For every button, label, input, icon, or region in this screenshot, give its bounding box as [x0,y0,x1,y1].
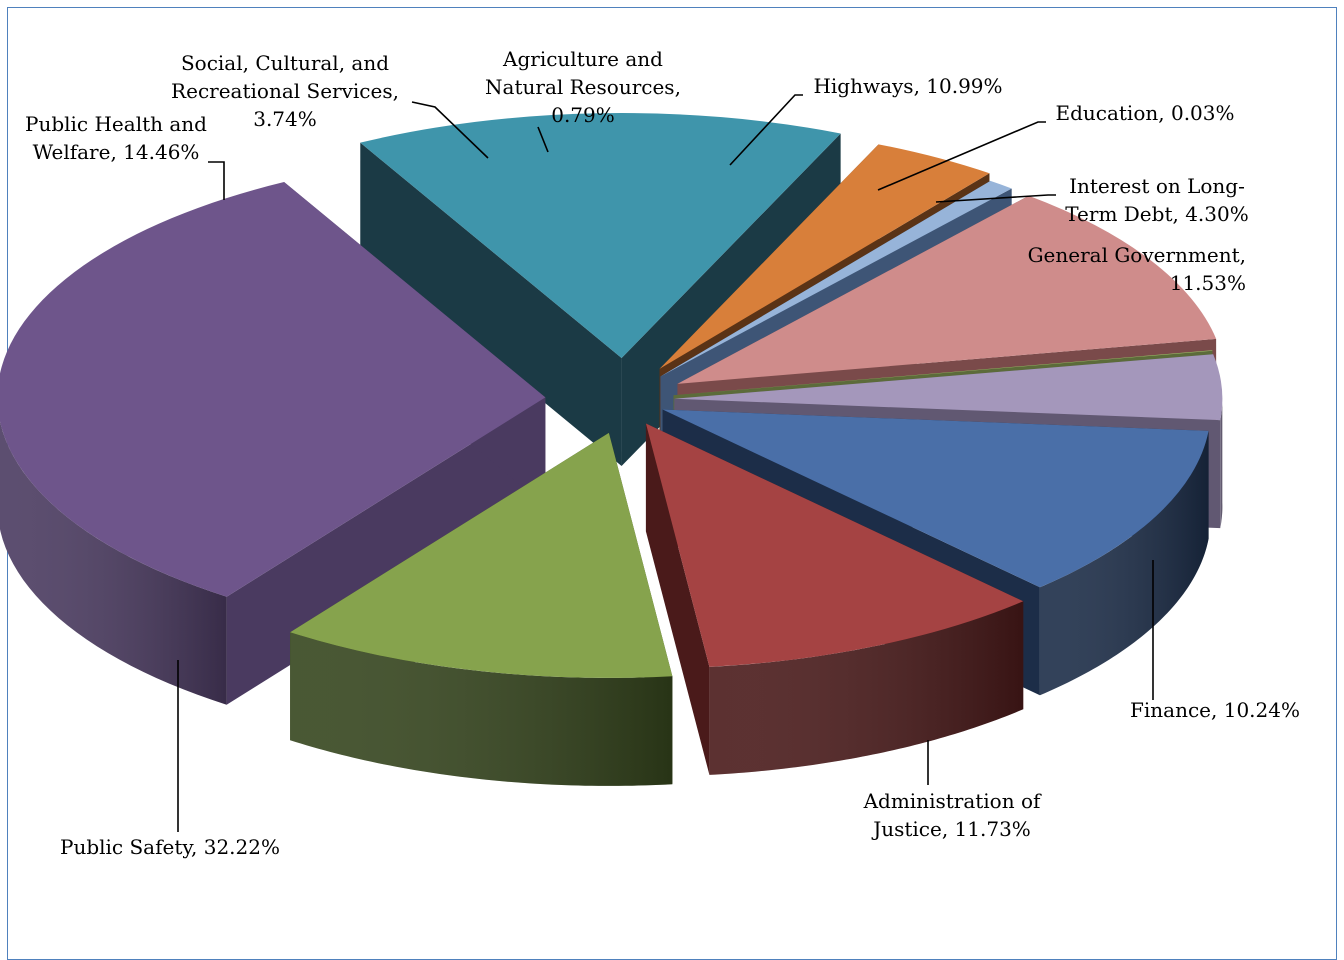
slice-agriculture-and-natural-resources [660,180,1012,377]
slice-general-government [662,409,1209,588]
data-label-line-6-1: Natural Resources, [485,75,681,99]
data-label-line-5-2: 3.74% [253,107,317,131]
slice-public-safety [0,182,546,597]
data-label-6: Agriculture and Natural Resources, 0.79% [485,47,681,127]
data-label-line-4-1: Welfare, 14.46% [33,140,200,164]
leader-line-8 [877,121,1046,191]
data-label-line-0-1: 11.53% [1170,271,1246,295]
leader-line-5 [411,101,489,159]
data-label-line-9-0: Interest on Long- [1069,174,1245,198]
data-label-7: Highways, 10.99% [813,74,1002,98]
data-label-line-8-0: Education, 0.03% [1055,101,1234,125]
data-label-3: Public Safety, 32.22% [60,835,280,859]
data-label-line-2-1: Justice, 11.73% [871,817,1031,841]
data-label-line-0-0: General Government, [1028,243,1246,267]
leader-line-6 [537,126,549,153]
data-label-line-6-0: Agriculture and [502,47,663,71]
data-label-line-7-0: Highways, 10.99% [813,74,1002,98]
slice-side-shade-9 [1220,394,1223,529]
leader-line-7 [729,94,803,166]
slice-education [673,350,1213,396]
leader-line-9 [935,194,1056,203]
data-label-line-5-0: Social, Cultural, and [181,51,389,75]
data-label-line-2-0: Administration of [863,789,1042,813]
data-label-line-1-0: Finance, 10.24% [1130,698,1300,722]
data-label-line-3-0: Public Safety, 32.22% [60,835,280,859]
slice-side-shade-1 [709,601,1024,775]
slice-side-shade-0 [1039,430,1209,696]
data-label-1: Finance, 10.24% [1130,698,1300,722]
slice-highways [677,195,1217,384]
data-label-2: Administration of Justice, 11.73% [863,789,1042,841]
leader-line-4 [208,161,225,200]
data-label-9: Interest on Long- Term Debt, 4.30% [1065,174,1248,226]
data-label-line-6-2: 0.79% [551,103,615,127]
slice-side-shade-2 [290,632,673,786]
slice-edge-1-1 [645,423,710,775]
slice-public-health-and-welfare [360,113,841,359]
data-label-4: Public Health and Welfare, 14.46% [25,112,207,164]
slice-social-cultural-and-recreational-services [659,144,990,369]
data-label-line-9-1: Term Debt, 4.30% [1065,202,1248,226]
slice-finance [645,423,1024,667]
data-label-line-4-0: Public Health and [25,112,207,136]
slice-side-shade-3 [0,421,227,705]
data-label-8: Education, 0.03% [1055,101,1234,125]
data-label-line-5-1: Recreational Services, [171,79,399,103]
slice-edge-4-0 [360,142,622,467]
data-label-5: Social, Cultural, and Recreational Servic… [171,51,399,131]
slice-administration-of-justice [290,432,673,678]
data-label-0: General Government, 11.53% [1028,243,1246,295]
slice-interest-on-long-term-debt [674,354,1223,421]
